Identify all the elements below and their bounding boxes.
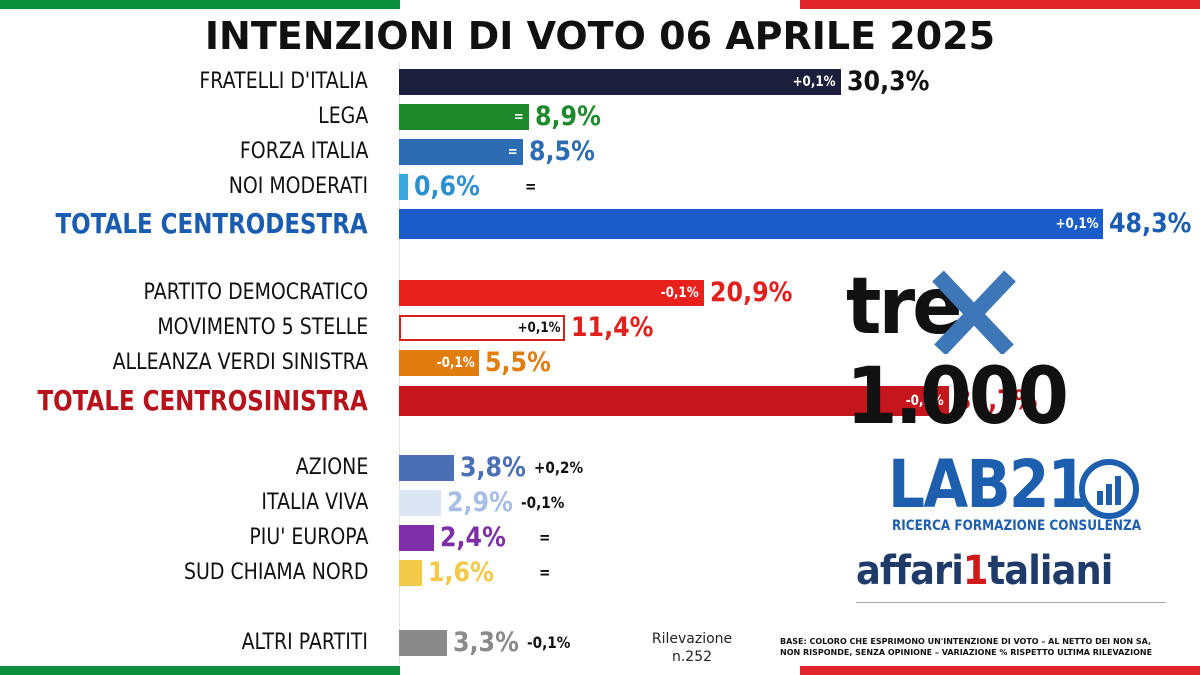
bar-azione bbox=[399, 455, 455, 481]
bar-value-noi-moderati: 0,6% bbox=[413, 171, 480, 202]
bar-change-noi-moderati: = bbox=[525, 177, 537, 196]
bar-alleanza-verdi-sinistra bbox=[399, 350, 480, 376]
trex-x-mark-icon bbox=[932, 270, 1016, 354]
rilevazione: Rilevazione n.252 bbox=[632, 630, 752, 666]
bar-label-piu-europa: PIU' EUROPA bbox=[248, 525, 368, 550]
lab21-wordmark: LAB21 bbox=[888, 446, 1088, 523]
lab21-subtitle: RICERCA FORMAZIONE CONSULENZA bbox=[892, 518, 1142, 534]
flag-green bbox=[0, 0, 400, 9]
bar-value-totale-centrodestra: 48,3% bbox=[1109, 208, 1192, 239]
bar-value-piu-europa: 2,4% bbox=[439, 522, 506, 553]
rilevazione-number: n.252 bbox=[671, 649, 713, 665]
bar-change-movimento-5-stelle: +0,1% bbox=[517, 320, 561, 336]
bar-change-fratelli-d-italia: +0,1% bbox=[792, 74, 836, 90]
flag-white bbox=[400, 0, 800, 9]
bar-value-forza-italia: 8,5% bbox=[528, 136, 595, 167]
bar-label-noi-moderati: NOI MODERATI bbox=[228, 174, 368, 199]
bar-change-azione: +0,2% bbox=[534, 458, 584, 477]
flag-red bbox=[800, 0, 1200, 9]
bar-label-forza-italia: FORZA ITALIA bbox=[239, 139, 368, 164]
affari-one: 1 bbox=[962, 548, 989, 594]
bar-change-partito-democratico: -0,1% bbox=[660, 285, 699, 301]
bar-change-forza-italia: = bbox=[507, 144, 518, 160]
bar-sud-chiama-nord bbox=[399, 560, 423, 586]
bar-change-italia-viva: -0,1% bbox=[521, 493, 565, 512]
bar-label-totale-centrosinistra: TOTALE CENTROSINISTRA bbox=[37, 384, 368, 417]
bar-totale-centrodestra bbox=[399, 209, 1104, 239]
chart-title: INTENZIONI DI VOTO 06 APRILE 2025 bbox=[204, 14, 996, 58]
trex-suffix: 1.000 bbox=[846, 352, 1069, 442]
bar-partito-democratico bbox=[399, 280, 704, 306]
bar-value-fratelli-d-italia: 30,3% bbox=[846, 66, 930, 97]
bar-value-movimento-5-stelle: 11,4% bbox=[571, 312, 654, 343]
bar-value-lega: 8,9% bbox=[534, 101, 601, 132]
bar-label-movimento-5-stelle: MOVIMENTO 5 STELLE bbox=[157, 315, 368, 340]
flag-white bbox=[400, 666, 800, 675]
bar-change-lega: = bbox=[513, 109, 524, 125]
bar-value-totale-centrosinistra: 37,7% bbox=[954, 385, 1038, 416]
affari-underline bbox=[856, 602, 1166, 603]
bar-label-italia-viva: ITALIA VIVA bbox=[261, 490, 368, 515]
flag-red bbox=[800, 666, 1200, 675]
bar-value-alleanza-verdi-sinistra: 5,5% bbox=[485, 347, 552, 378]
bar-label-sud-chiama-nord: SUD CHIAMA NORD bbox=[183, 560, 368, 585]
bar-fratelli-d-italia bbox=[399, 69, 841, 95]
lab21-chart-circle-icon bbox=[1079, 459, 1139, 519]
bar-value-partito-democratico: 20,9% bbox=[709, 277, 793, 308]
bar-change-totale-centrosinistra: -0,2% bbox=[905, 393, 944, 409]
rilevazione-label: Rilevazione bbox=[651, 631, 733, 647]
affaritaliani-logo: affari1taliani bbox=[856, 548, 1114, 594]
bar-label-altri-partiti: ALTRI PARTITI bbox=[241, 630, 368, 655]
bar-change-piu-europa: = bbox=[539, 528, 551, 547]
bar-forza-italia bbox=[399, 139, 523, 165]
flag-green bbox=[0, 666, 400, 675]
bar-piu-europa bbox=[399, 525, 434, 551]
flag-stripe-bottom bbox=[0, 666, 1200, 675]
methodology-note: BASE: COLORO CHE ESPRIMONO UN'INTENZIONE… bbox=[780, 637, 1153, 657]
bar-label-totale-centrodestra: TOTALE CENTRODESTRA bbox=[55, 207, 368, 240]
affari-part-b: taliani bbox=[987, 548, 1114, 594]
bar-label-partito-democratico: PARTITO DEMOCRATICO bbox=[143, 280, 368, 305]
bar-change-alleanza-verdi-sinistra: -0,1% bbox=[436, 355, 475, 371]
bar-noi-moderati bbox=[399, 174, 408, 200]
bar-totale-centrosinistra bbox=[399, 386, 949, 416]
bar-value-altri-partiti: 3,3% bbox=[453, 627, 520, 658]
bar-altri-partiti bbox=[399, 630, 448, 656]
bar-change-totale-centrodestra: +0,1% bbox=[1055, 216, 1099, 232]
bar-label-lega: LEGA bbox=[317, 104, 368, 129]
bar-lega bbox=[399, 104, 529, 130]
bar-italia-viva bbox=[399, 490, 442, 516]
bar-label-alleanza-verdi-sinistra: ALLEANZA VERDI SINISTRA bbox=[112, 350, 368, 375]
bar-movimento-5-stelle bbox=[399, 315, 566, 341]
lab21-logo: LAB21 bbox=[888, 452, 1113, 518]
bar-value-sud-chiama-nord: 1,6% bbox=[428, 557, 495, 588]
bar-change-altri-partiti: -0,1% bbox=[527, 633, 571, 652]
bar-value-azione: 3,8% bbox=[460, 452, 527, 483]
bar-value-italia-viva: 2,9% bbox=[447, 487, 514, 518]
affari-part-a: affari bbox=[856, 548, 964, 594]
bar-label-fratelli-d-italia: FRATELLI D'ITALIA bbox=[199, 69, 368, 94]
flag-stripe-top bbox=[0, 0, 1200, 9]
bar-label-azione: AZIONE bbox=[295, 455, 368, 480]
bar-change-sud-chiama-nord: = bbox=[539, 563, 551, 582]
